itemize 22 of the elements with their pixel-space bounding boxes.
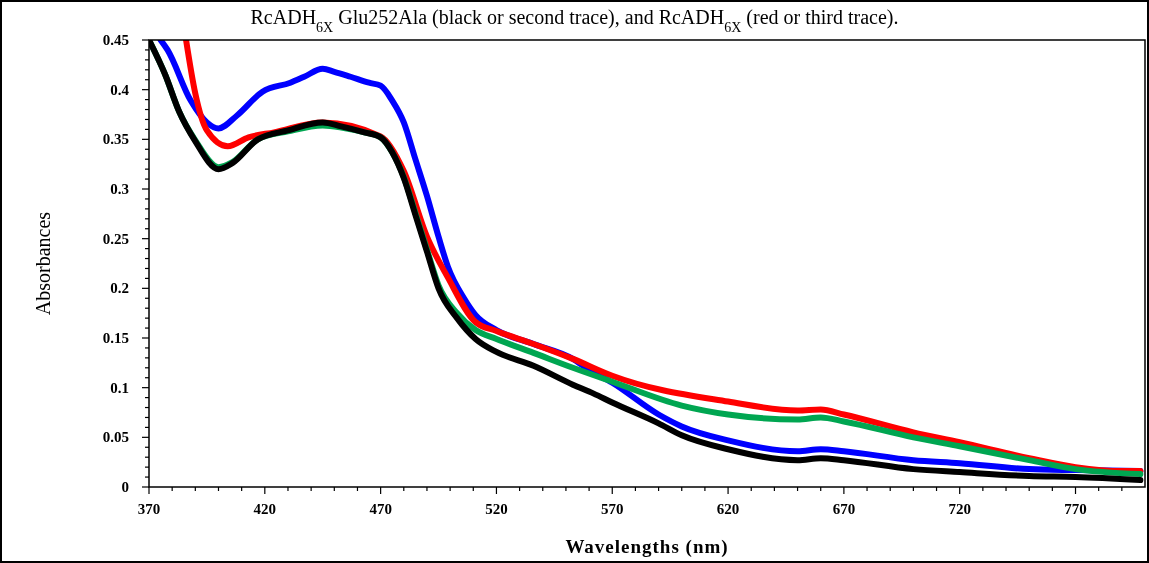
x-tick-label: 470 xyxy=(369,501,392,517)
chart-title: RcADH$_{6X}$ Glu252Ala (black or second trace), and RcADH$_{6X}$ (red or third trace). xyxy=(250,6,899,35)
y-axis-title: Absorbances xyxy=(32,211,54,316)
x-tick-label: 620 xyxy=(716,501,740,517)
y-tick-label: 0.2 xyxy=(110,280,129,297)
x-tick-label: 570 xyxy=(601,501,624,517)
x-tick-label: 770 xyxy=(1064,501,1087,517)
x-tick-label: 720 xyxy=(948,501,971,517)
y-tick-label: 0.25 xyxy=(102,230,129,247)
y-tick-label: 0.35 xyxy=(102,131,129,148)
x-tick-label: 370 xyxy=(137,501,161,517)
y-tick-label: 0 xyxy=(121,479,129,495)
y-tick-label: 0.1 xyxy=(110,379,129,396)
x-tick-label: 670 xyxy=(832,501,856,517)
y-tick-label: 0.3 xyxy=(110,181,129,197)
x-axis-title: Wavelengths (nm) xyxy=(565,536,729,558)
y-tick-label: 0.45 xyxy=(102,32,129,48)
y-tick-label: 0.4 xyxy=(110,81,130,98)
x-tick-label: 520 xyxy=(485,501,508,517)
x-tick-label: 420 xyxy=(253,501,277,517)
y-tick-label: 0.05 xyxy=(102,429,129,446)
y-tick-label: 0.15 xyxy=(102,330,129,346)
